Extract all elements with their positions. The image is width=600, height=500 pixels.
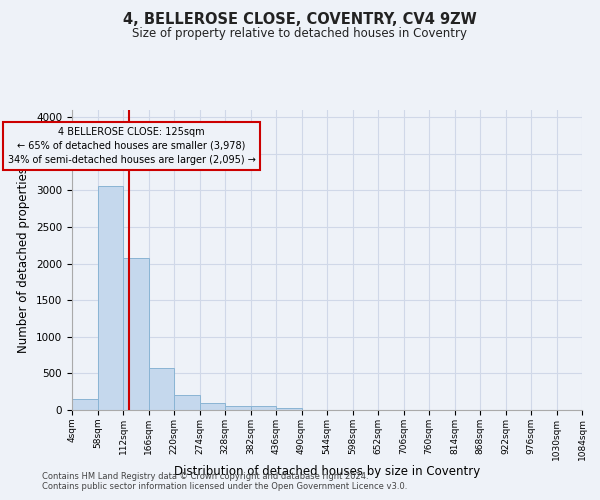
Bar (251, 406, 276, 410)
Bar (72, 399, 97, 410)
Text: Contains public sector information licensed under the Open Government Licence v3: Contains public sector information licen… (42, 482, 407, 491)
Y-axis label: Number of detached properties: Number of detached properties (17, 167, 31, 353)
X-axis label: Distribution of detached houses by size in Coventry: Distribution of detached houses by size … (174, 466, 480, 478)
Text: 4 BELLEROSE CLOSE: 125sqm
← 65% of detached houses are smaller (3,978)
34% of se: 4 BELLEROSE CLOSE: 125sqm ← 65% of detac… (8, 127, 256, 165)
Bar (149, 368, 174, 410)
Bar (123, 258, 149, 410)
Bar (174, 394, 199, 410)
Text: Contains HM Land Registry data © Crown copyright and database right 2024.: Contains HM Land Registry data © Crown c… (42, 472, 368, 481)
Text: Size of property relative to detached houses in Coventry: Size of property relative to detached ho… (133, 28, 467, 40)
Bar (200, 404, 225, 410)
Bar (97, 186, 123, 410)
Bar (276, 408, 302, 410)
Text: 4, BELLEROSE CLOSE, COVENTRY, CV4 9ZW: 4, BELLEROSE CLOSE, COVENTRY, CV4 9ZW (123, 12, 477, 28)
Bar (225, 406, 251, 410)
